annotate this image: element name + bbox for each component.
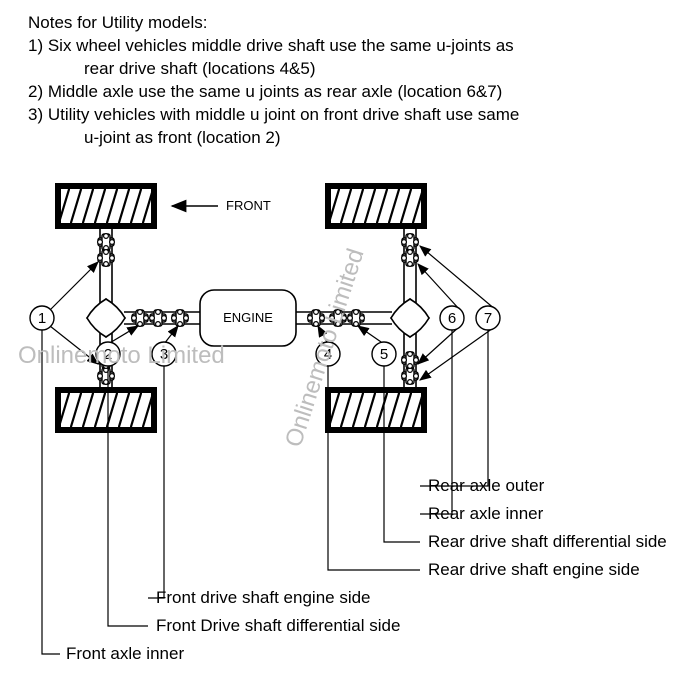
svg-text:4: 4 — [324, 346, 332, 363]
label-6: Rear axle inner — [428, 504, 544, 523]
notes-block: Notes for Utility models: 1) Six wheel v… — [28, 12, 680, 150]
drivetrain-diagram: ENGINE FRONT 1 2 3 4 5 6 7 — [0, 168, 700, 700]
callout-4: 4 — [316, 342, 340, 366]
note-3b: u-joint as front (location 2) — [28, 127, 680, 150]
callout-6: 6 — [440, 306, 464, 330]
callout-2: 2 — [96, 342, 120, 366]
label-5: Rear drive shaft differential side — [428, 532, 667, 551]
callout-5: 5 — [372, 342, 396, 366]
engine-label: ENGINE — [223, 310, 273, 325]
note-1b: rear drive shaft (locations 4&5) — [28, 58, 680, 81]
label-3: Front drive shaft engine side — [156, 588, 371, 607]
rear-differential — [391, 299, 429, 337]
front-differential — [87, 299, 125, 337]
wheel-front-right — [58, 390, 154, 430]
label-7: Rear axle outer — [428, 476, 545, 495]
svg-text:1: 1 — [38, 310, 46, 327]
note-3a: 3) Utility vehicles with middle u joint … — [28, 104, 680, 127]
wheel-rear-right — [328, 390, 424, 430]
notes-title: Notes for Utility models: — [28, 12, 680, 35]
label-2: Front Drive shaft differential side — [156, 616, 400, 635]
label-1: Front axle inner — [66, 644, 184, 663]
callout-7: 7 — [476, 306, 500, 330]
svg-text:7: 7 — [484, 310, 492, 327]
svg-text:6: 6 — [448, 310, 456, 327]
note-1a: 1) Six wheel vehicles middle drive shaft… — [28, 35, 680, 58]
callout-1: 1 — [30, 306, 54, 330]
wheel-rear-left — [328, 186, 424, 226]
svg-text:3: 3 — [160, 346, 168, 363]
label-4: Rear drive shaft engine side — [428, 560, 640, 579]
front-label: FRONT — [226, 198, 271, 213]
wheel-front-left — [58, 186, 154, 226]
svg-text:2: 2 — [104, 346, 112, 363]
note-2: 2) Middle axle use the same u joints as … — [28, 81, 680, 104]
svg-text:5: 5 — [380, 346, 388, 363]
callout-3: 3 — [152, 342, 176, 366]
